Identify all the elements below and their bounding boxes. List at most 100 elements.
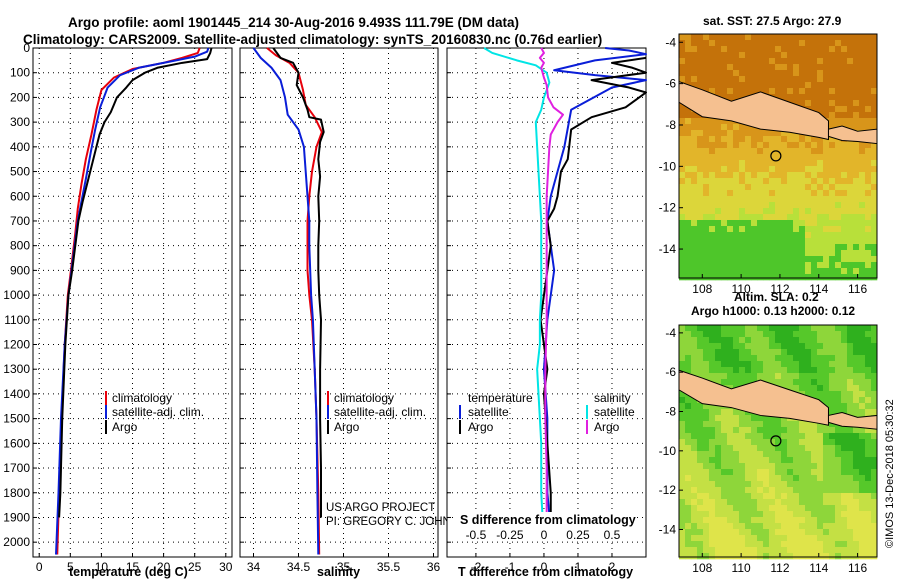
map-cell [775,415,782,422]
map-cell [733,535,740,542]
map-cell [865,397,872,404]
map-cell [715,505,722,512]
map-cell [739,178,746,185]
map-cell [829,517,836,524]
map-cell [685,427,692,434]
map-cell [871,250,878,257]
map-cell [685,439,692,446]
map-cell [799,238,806,245]
map-cell [727,94,734,101]
map-cell [793,457,800,464]
map-cell [853,262,860,269]
map-cell [799,76,806,83]
map-cell [793,154,800,161]
map-cell [685,493,692,500]
map-cell [829,469,836,476]
map-cell [733,58,740,65]
map-cell [865,499,872,506]
map-cell [709,76,716,83]
map-cell [787,244,794,251]
map-cell [793,535,800,542]
map-cell [775,268,782,275]
x-tick-label: 0 [541,560,548,574]
map-cell [871,34,878,41]
map-cell [691,541,698,548]
map-cell [733,232,740,239]
map-cell [865,262,872,269]
map-cell [793,337,800,344]
map-cell [865,82,872,89]
map-cell [727,238,734,245]
map-cell [781,46,788,53]
map-cell [679,325,686,332]
map-cell [823,529,830,536]
map-cell [691,226,698,233]
map-cell [865,409,872,416]
map-cell [733,268,740,275]
map-cell [793,499,800,506]
map-cell [763,475,770,482]
map-cell [811,529,818,536]
map-cell [835,160,842,167]
map-cell [757,160,764,167]
map-cell [811,553,818,560]
map-cell [835,487,842,494]
map-cell [781,274,788,281]
map-cell [823,94,830,101]
map-cell [733,178,740,185]
map-cell [859,256,866,263]
map-cell [727,70,734,77]
map-cell [787,34,794,41]
map-cell [835,274,842,281]
map-cell [859,391,866,398]
map-cell [859,403,866,410]
map-cell [727,256,734,263]
map-cell [847,256,854,263]
map-cell [769,46,776,53]
map-cell [739,433,746,440]
map-cell [733,481,740,488]
depth-tick-label: 1300 [3,362,30,376]
map-cell [859,232,866,239]
map-cell [823,184,830,191]
depth-tick-label: 1200 [3,338,30,352]
map-cell [871,499,878,506]
map-cell [787,463,794,470]
map-cell [781,160,788,167]
map-cell [829,349,836,356]
map-cell [709,409,716,416]
map-cell [739,244,746,251]
map-cell [715,130,722,137]
map-cell [811,511,818,518]
map-cell [757,244,764,251]
map-cell [871,397,878,404]
map-cell [697,154,704,161]
depth-tick-label: 800 [10,239,30,253]
map-cell [781,220,788,227]
map-cell [769,196,776,203]
map-cell [727,349,734,356]
map-cell [823,154,830,161]
map-cell [817,379,824,386]
map-cell [691,268,698,275]
map-cell [793,451,800,458]
map-cell [817,337,824,344]
map-cell [709,505,716,512]
map-cell [817,178,824,185]
map-cell [709,196,716,203]
map-cell [805,70,812,77]
map-cell [829,70,836,77]
map-cell [817,439,824,446]
map-cell [691,547,698,554]
map-cell [697,190,704,197]
map-cell [847,58,854,65]
map-cell [823,505,830,512]
map-cell [727,379,734,386]
map-cell [733,46,740,53]
map-cell [697,214,704,221]
map-cell [739,274,746,281]
map-cell [793,238,800,245]
map-cell [787,202,794,209]
map-cell [703,355,710,362]
map-cell [853,373,860,380]
